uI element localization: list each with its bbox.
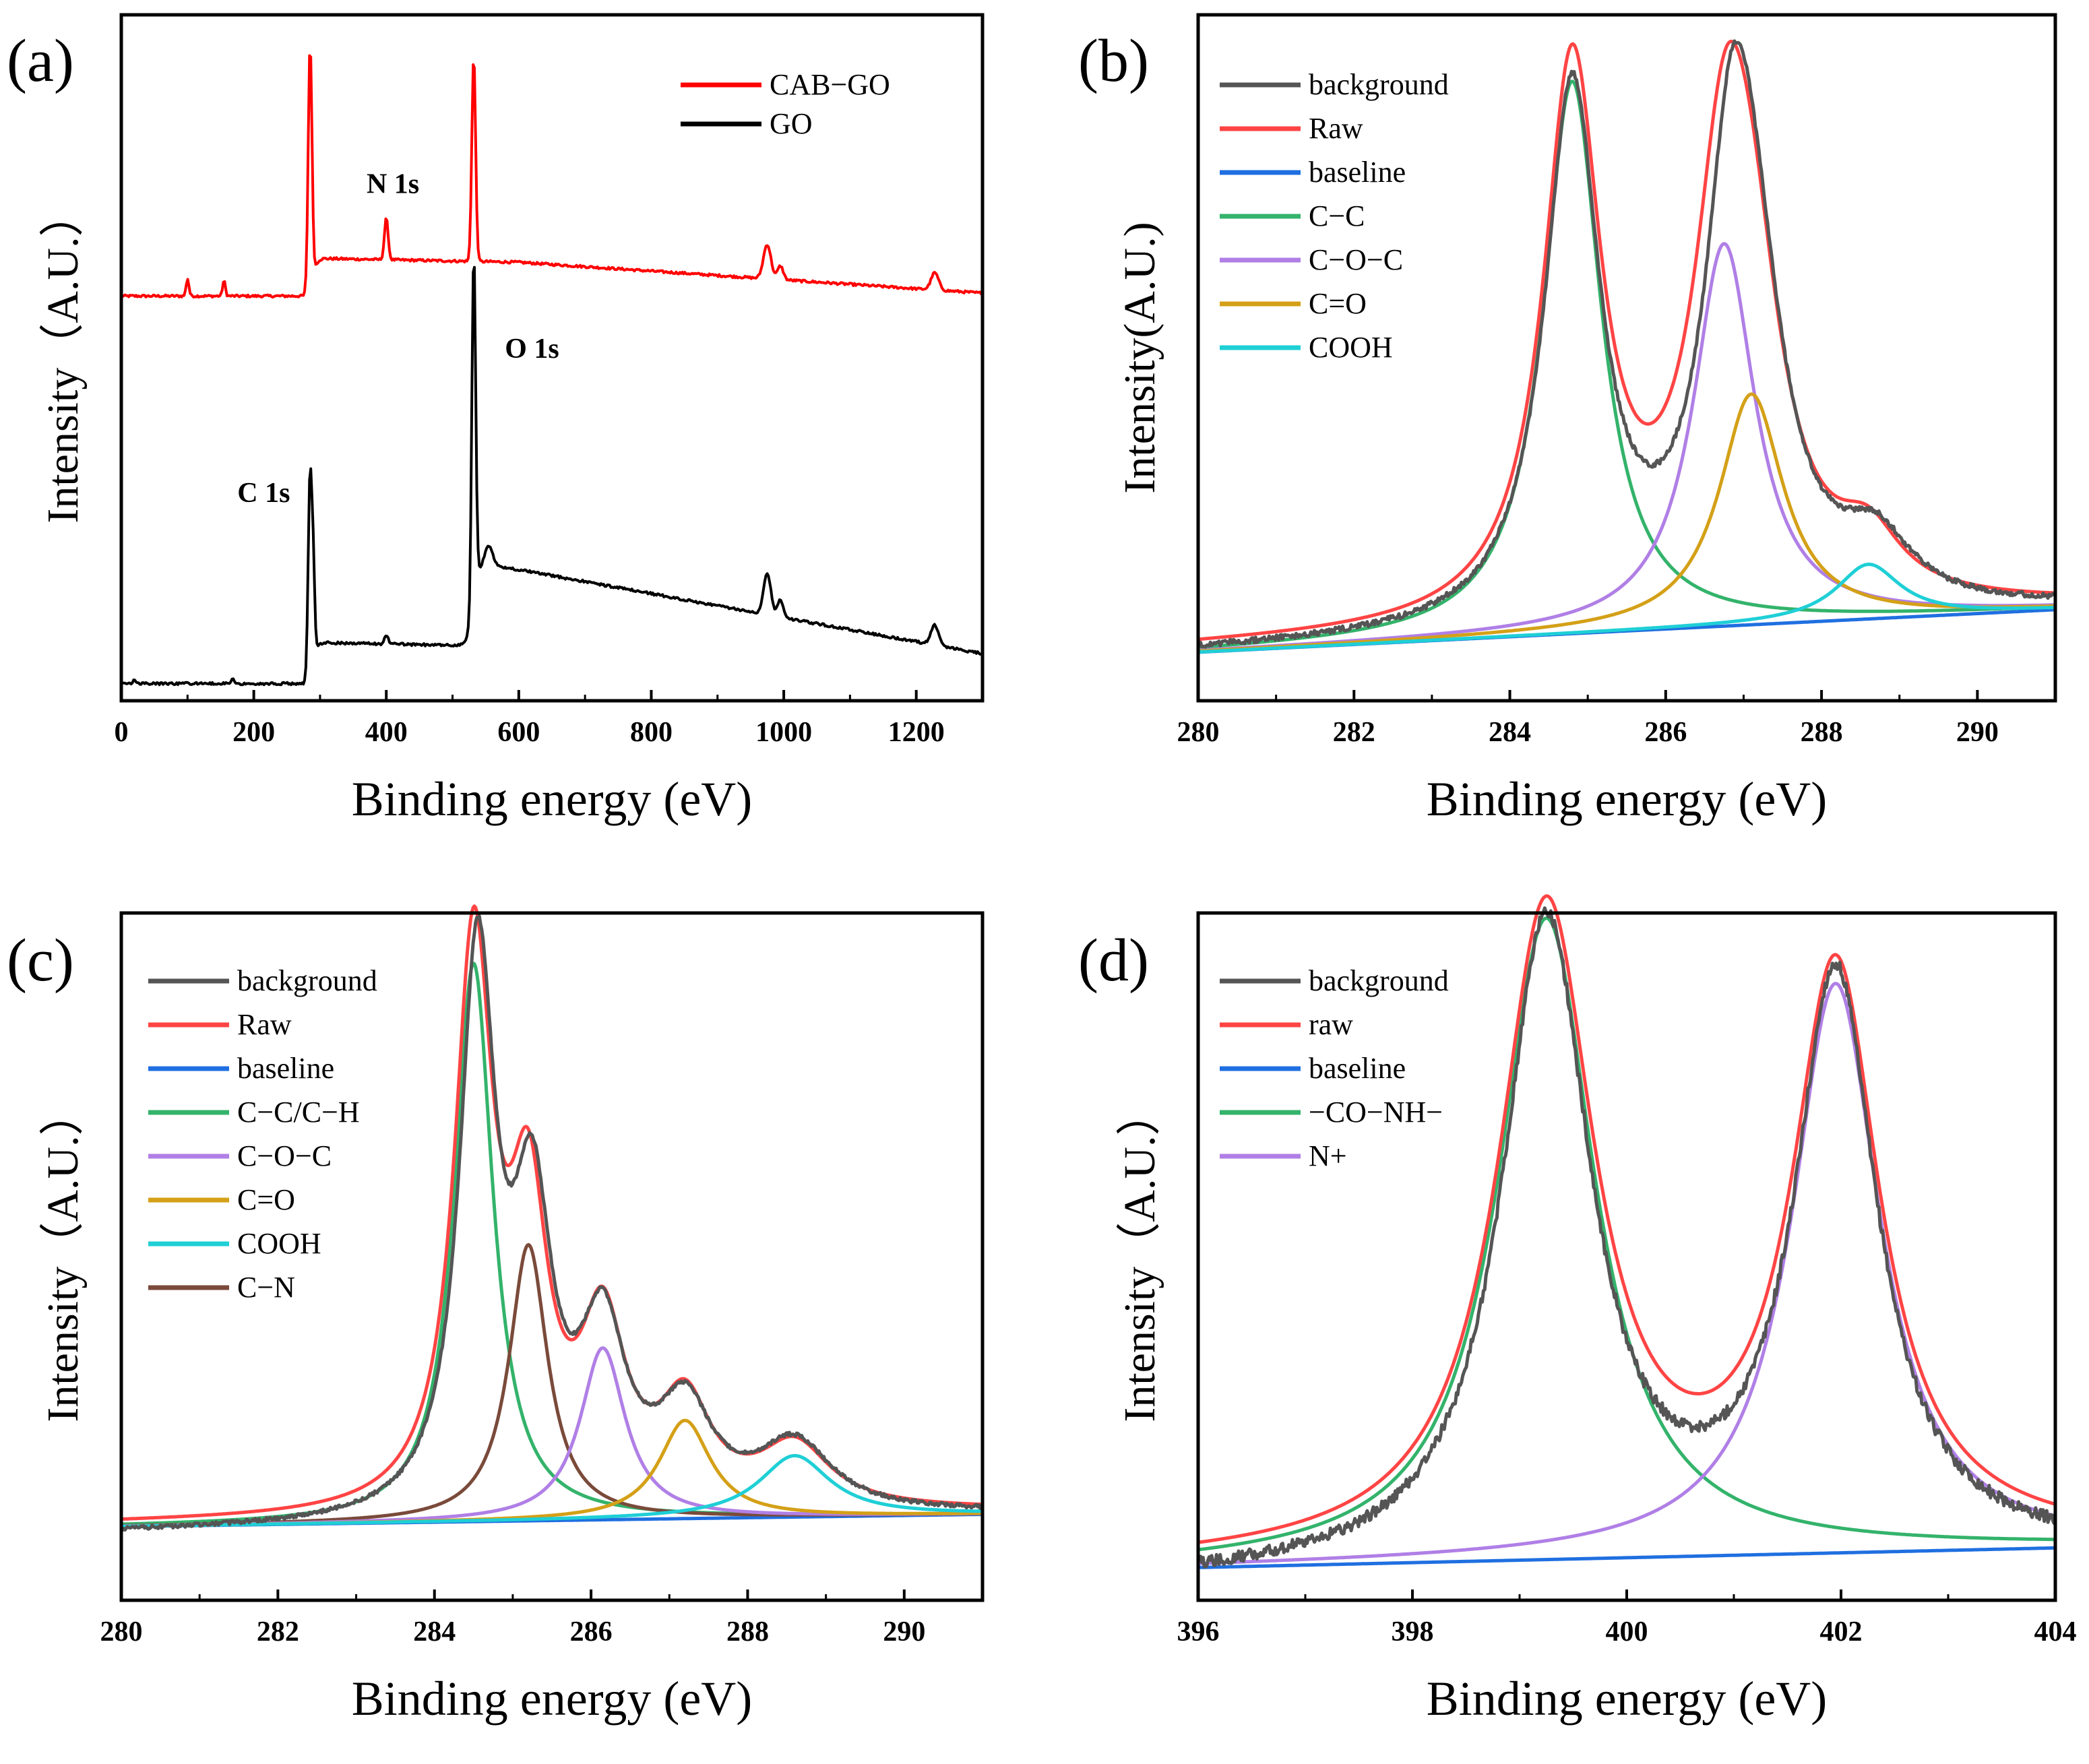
x-tick-label: 200: [232, 717, 275, 748]
plot-frame: [119, 13, 985, 703]
x-tick-label: 1200: [888, 717, 945, 748]
x-tick-label: 282: [257, 1616, 299, 1647]
legend-label: −CO−NH−: [1309, 1096, 1443, 1129]
series-background: [1197, 906, 2057, 1569]
panel-a: 0 200 400 600 800 1000 1200 Binding energy (eV)…: [7, 13, 985, 826]
series-raw: [1197, 894, 2056, 1544]
panel-label: (b): [1078, 28, 1149, 94]
y-axis-label: Intensity（A.U.）: [1115, 1091, 1164, 1422]
legend-label: COOH: [1309, 331, 1393, 364]
legend-label: baseline: [237, 1052, 334, 1085]
x-tick-label: 1000: [755, 717, 812, 748]
x-tick-label: 290: [1956, 717, 1999, 748]
legend-label: C=O: [237, 1183, 295, 1216]
legend-label: COOH: [237, 1227, 321, 1260]
x-tick-label: 400: [365, 717, 408, 748]
series-go: [120, 265, 983, 687]
x-tick-label: 290: [883, 1616, 925, 1647]
series-c-o: [1197, 392, 2056, 653]
x-axis-label: Binding energy (eV): [352, 772, 753, 826]
legend-label: C−C: [1309, 199, 1365, 232]
x-tick-label: 286: [1644, 717, 1687, 748]
series-cooh: [121, 1453, 983, 1528]
y-axis-label: Intensity（A.U.）: [38, 1091, 88, 1422]
x-tick-label: 280: [1177, 717, 1220, 748]
series-background: [120, 914, 985, 1532]
x-tick-label: 402: [1820, 1616, 1863, 1647]
legend-label: GO: [770, 107, 813, 140]
plot-frame: [1196, 13, 2057, 703]
legend-label: CAB−GO: [770, 68, 890, 101]
legend-label: background: [237, 964, 377, 997]
panel-label: (c): [7, 927, 74, 994]
legend-label: Raw: [1309, 112, 1363, 145]
panel-d: 396 398 400 402 404 Binding energy (eV) Intens…: [1078, 894, 2077, 1726]
x-tick-label: 288: [726, 1616, 769, 1647]
x-axis-label: Binding energy (eV): [352, 1672, 753, 1726]
x-tick-label: 284: [1489, 717, 1531, 748]
legend-label: raw: [1309, 1008, 1353, 1041]
x-tick-label: 404: [2034, 1616, 2077, 1647]
legend-label: C=O: [1309, 287, 1367, 320]
x-tick-label: 400: [1606, 1616, 1648, 1647]
legend-label: C−N: [237, 1271, 295, 1304]
series-background: [1197, 39, 2057, 649]
peak-annotation: N 1s: [367, 169, 419, 200]
series-c-c: [1197, 80, 2056, 650]
panel-c: 280 282 284 286 288 290 Binding energy (eV) Int…: [7, 904, 985, 1726]
x-axis-label: Binding energy (eV): [1427, 772, 1828, 826]
x-axis-label: Binding energy (eV): [1427, 1672, 1828, 1726]
panel-label: (d): [1078, 927, 1149, 994]
x-tick-label: 280: [100, 1616, 143, 1647]
series-raw: [1197, 39, 2056, 641]
legend-label: C−O−C: [1309, 243, 1403, 276]
series-cab-go: [120, 54, 983, 299]
x-tick-label: 398: [1392, 1616, 1434, 1647]
plot-frame: [119, 911, 985, 1602]
series-baseline: [1197, 1546, 2056, 1569]
x-tick-label: 288: [1801, 717, 1843, 748]
legend-label: baseline: [1309, 1052, 1406, 1085]
legend-label: C−C/C−H: [237, 1096, 360, 1129]
legend-label: background: [1309, 68, 1449, 101]
series-cooh: [1197, 563, 2056, 654]
legend-label: Raw: [237, 1008, 292, 1041]
x-tick-label: 284: [413, 1616, 456, 1647]
legend-label: background: [1309, 964, 1449, 997]
y-axis-label: Intensity（A.U.）: [38, 192, 88, 523]
legend-label: C−O−C: [237, 1139, 332, 1172]
x-tick-label: 800: [630, 717, 673, 748]
y-axis-label: Intensity(A.U.): [1115, 222, 1164, 493]
x-tick-label: 600: [497, 717, 540, 748]
x-tick-label: 282: [1333, 717, 1375, 748]
panel-label: (a): [7, 28, 74, 94]
x-tick-label: 0: [115, 717, 129, 748]
panel-b: 280 282 284 286 288 290 Binding energy (eV) Int…: [1078, 13, 2057, 826]
x-tick-label: 396: [1177, 1616, 1220, 1647]
x-tick-label: 286: [570, 1616, 613, 1647]
legend-label: N+: [1309, 1139, 1347, 1172]
legend-label: baseline: [1309, 156, 1406, 189]
peak-annotation: O 1s: [505, 334, 559, 365]
peak-annotation: C 1s: [237, 478, 290, 509]
